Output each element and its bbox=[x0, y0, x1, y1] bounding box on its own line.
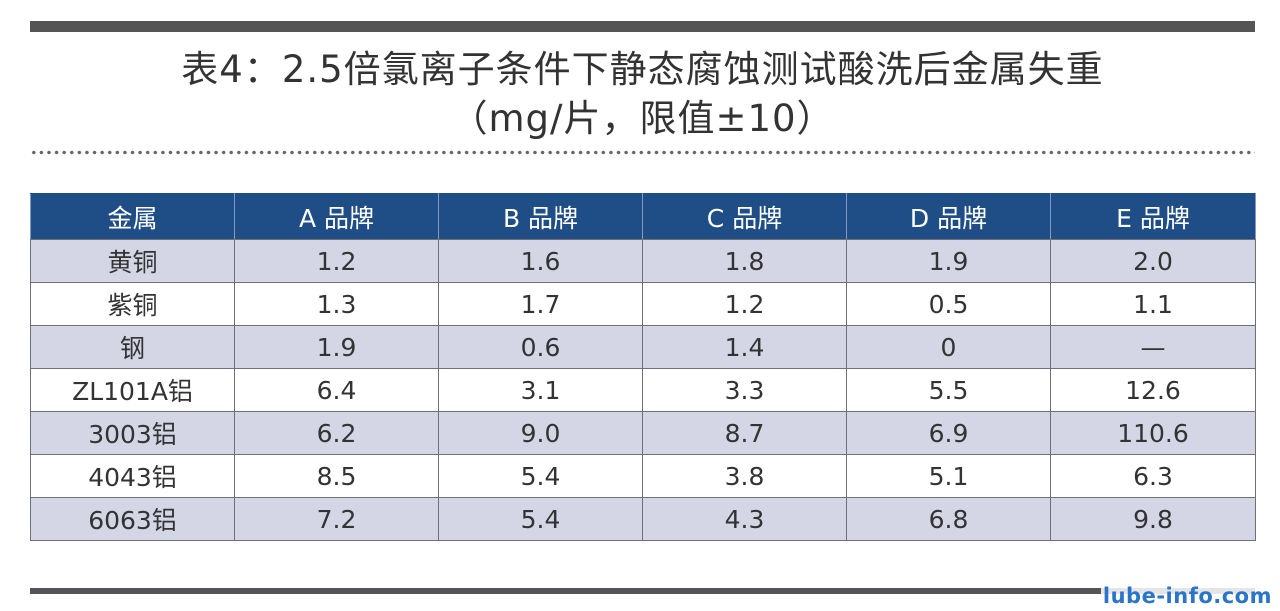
table-title: 表4：2.5倍氯离子条件下静态腐蚀测试酸洗后金属失重 bbox=[181, 48, 1104, 91]
value-cell: 4.3 bbox=[642, 497, 847, 541]
header-brand-b: B 品牌 bbox=[438, 193, 643, 240]
value-cell: 3.1 bbox=[438, 368, 643, 412]
value-cell: 6.8 bbox=[846, 497, 1051, 541]
value-cell: 1.9 bbox=[234, 325, 439, 369]
dotted-divider bbox=[30, 150, 1255, 155]
value-cell: 1.2 bbox=[234, 239, 439, 283]
value-cell: 6.9 bbox=[846, 411, 1051, 455]
value-cell: 1.6 bbox=[438, 239, 643, 283]
table-row: ZL101A铝 6.4 3.1 3.3 5.5 12.6 bbox=[30, 368, 1256, 412]
table-row: 6063铝 7.2 5.4 4.3 6.8 9.8 bbox=[30, 497, 1256, 541]
value-cell: 1.2 bbox=[642, 282, 847, 326]
site-watermark: lube-info.com bbox=[1100, 584, 1274, 608]
value-cell: 6.3 bbox=[1050, 454, 1256, 498]
header-brand-e: E 品牌 bbox=[1050, 193, 1256, 240]
value-cell: 1.8 bbox=[642, 239, 847, 283]
weight-loss-table: 金属 A 品牌 B 品牌 C 品牌 D 品牌 E 品牌 黄铜 1.2 1.6 1… bbox=[30, 193, 1256, 541]
bottom-rule bbox=[30, 588, 1255, 594]
value-cell: 6.2 bbox=[234, 411, 439, 455]
value-cell: 1.4 bbox=[642, 325, 847, 369]
metal-cell: 黄铜 bbox=[30, 239, 235, 283]
value-cell: 12.6 bbox=[1050, 368, 1256, 412]
value-cell: 6.4 bbox=[234, 368, 439, 412]
metal-cell: 钢 bbox=[30, 325, 235, 369]
value-cell: 5.4 bbox=[438, 454, 643, 498]
table-row: 4043铝 8.5 5.4 3.8 5.1 6.3 bbox=[30, 454, 1256, 498]
value-cell: 8.7 bbox=[642, 411, 847, 455]
value-cell: 1.9 bbox=[846, 239, 1051, 283]
table-row: 紫铜 1.3 1.7 1.2 0.5 1.1 bbox=[30, 282, 1256, 326]
value-cell: — bbox=[1050, 325, 1256, 369]
metal-cell: 3003铝 bbox=[30, 411, 235, 455]
value-cell: 1.7 bbox=[438, 282, 643, 326]
header-metal: 金属 bbox=[30, 193, 235, 240]
value-cell: 0.6 bbox=[438, 325, 643, 369]
value-cell: 1.3 bbox=[234, 282, 439, 326]
value-cell: 5.5 bbox=[846, 368, 1051, 412]
value-cell: 0 bbox=[846, 325, 1051, 369]
value-cell: 0.5 bbox=[846, 282, 1051, 326]
metal-cell: 紫铜 bbox=[30, 282, 235, 326]
value-cell: 1.1 bbox=[1050, 282, 1256, 326]
header-brand-c: C 品牌 bbox=[642, 193, 847, 240]
value-cell: 2.0 bbox=[1050, 239, 1256, 283]
top-rule bbox=[30, 21, 1255, 32]
value-cell: 3.3 bbox=[642, 368, 847, 412]
value-cell: 5.1 bbox=[846, 454, 1051, 498]
metal-cell: ZL101A铝 bbox=[30, 368, 235, 412]
value-cell: 5.4 bbox=[438, 497, 643, 541]
metal-cell: 4043铝 bbox=[30, 454, 235, 498]
value-cell: 9.0 bbox=[438, 411, 643, 455]
value-cell: 8.5 bbox=[234, 454, 439, 498]
value-cell: 7.2 bbox=[234, 497, 439, 541]
table-row: 3003铝 6.2 9.0 8.7 6.9 110.6 bbox=[30, 411, 1256, 455]
metal-cell: 6063铝 bbox=[30, 497, 235, 541]
header-brand-d: D 品牌 bbox=[846, 193, 1051, 240]
header-brand-a: A 品牌 bbox=[234, 193, 439, 240]
table-header-row: 金属 A 品牌 B 品牌 C 品牌 D 品牌 E 品牌 bbox=[30, 193, 1256, 240]
value-cell: 3.8 bbox=[642, 454, 847, 498]
table-row: 钢 1.9 0.6 1.4 0 — bbox=[30, 325, 1256, 369]
table-row: 黄铜 1.2 1.6 1.8 1.9 2.0 bbox=[30, 239, 1256, 283]
value-cell: 110.6 bbox=[1050, 411, 1256, 455]
table-subtitle: （mg/片，限值±10） bbox=[450, 97, 835, 140]
value-cell: 9.8 bbox=[1050, 497, 1256, 541]
